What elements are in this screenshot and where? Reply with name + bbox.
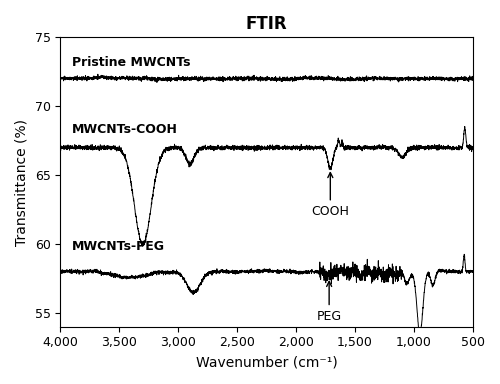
Text: Pristine MWCNTs: Pristine MWCNTs (72, 56, 190, 69)
Title: FTIR: FTIR (246, 15, 288, 33)
Text: COOH: COOH (312, 172, 350, 218)
Text: MWCNTs-PEG: MWCNTs-PEG (72, 240, 165, 253)
Text: MWCNTs-COOH: MWCNTs-COOH (72, 123, 178, 136)
Y-axis label: Transmittance (%): Transmittance (%) (15, 119, 29, 245)
Text: PEG: PEG (316, 281, 342, 323)
X-axis label: Wavenumber (cm⁻¹): Wavenumber (cm⁻¹) (196, 355, 338, 369)
